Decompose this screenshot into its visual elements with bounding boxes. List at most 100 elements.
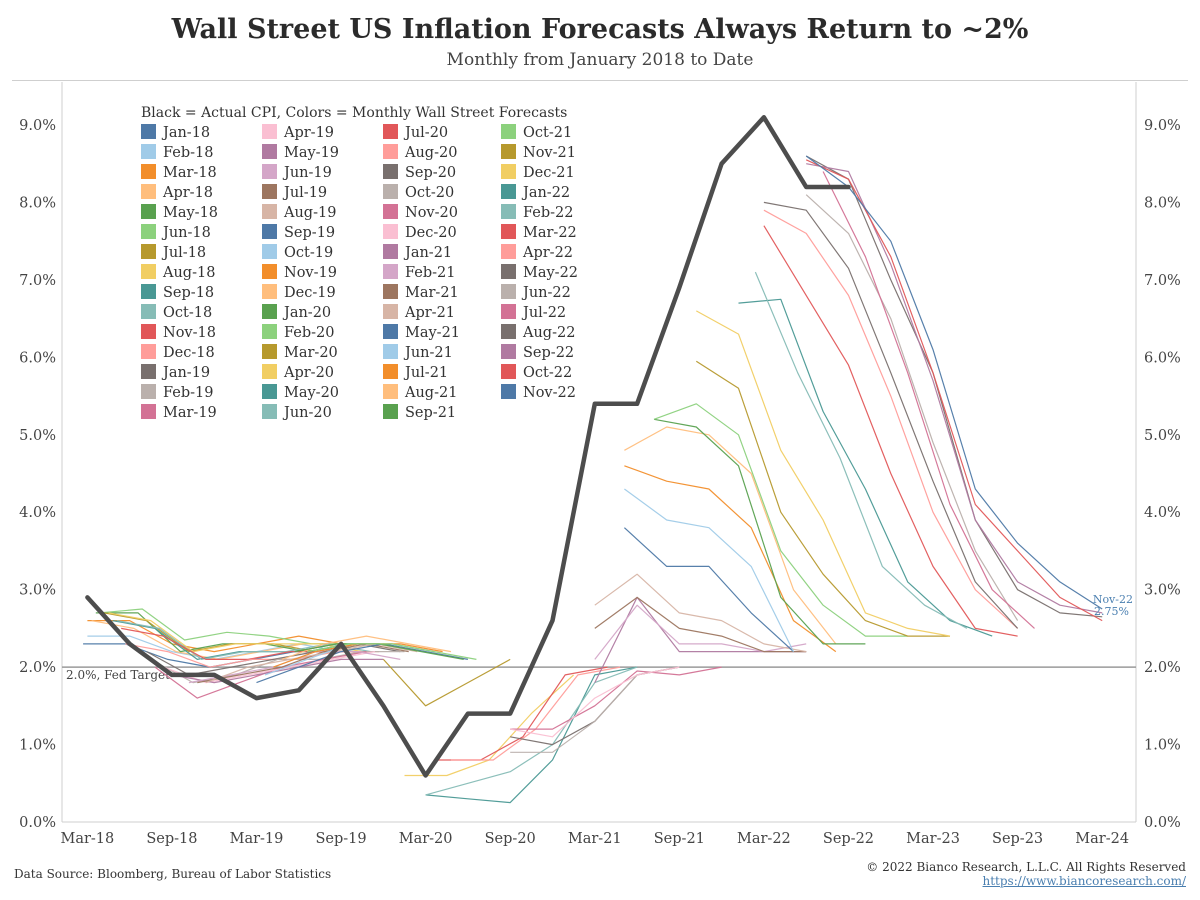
legend-item: Feb-19: [141, 384, 213, 404]
legend-item: Mar-20: [262, 344, 338, 364]
legend-item: Dec-20: [383, 224, 457, 244]
legend-label: Mar-22: [523, 225, 577, 241]
forecast-line-sep-22: [806, 163, 1103, 614]
fed-target-label: 2.0%, Fed Target: [66, 668, 170, 682]
legend-label: Apr-22: [523, 245, 574, 261]
forecast-line-mar-19: [154, 651, 367, 699]
end-annotation-label: Nov-22: [1093, 593, 1133, 606]
legend-item: Jul-19: [262, 184, 327, 204]
legend-label: Oct-21: [523, 125, 573, 141]
y-tick-label-left: 4.0%: [19, 505, 56, 521]
legend-item: Jun-18: [141, 224, 211, 244]
legend-label: Feb-22: [523, 205, 574, 221]
legend-label: Jan-19: [163, 365, 211, 381]
legend-item: Sep-20: [383, 164, 456, 184]
x-tick-label: Mar-20: [399, 831, 453, 847]
x-tick-label: Mar-21: [568, 831, 622, 847]
legend-swatch: [383, 384, 398, 399]
data-source-note: Data Source: Bloomberg, Bureau of Labor …: [14, 867, 332, 881]
forecast-line-may-22: [763, 201, 1019, 629]
legend-label: Jun-19: [284, 165, 332, 181]
legend-label: Jun-18: [163, 225, 211, 241]
legend-swatch: [383, 284, 398, 299]
legend-item: Mar-19: [141, 404, 217, 424]
legend-label: Jun-22: [523, 285, 571, 301]
forecast-line-feb-20: [307, 643, 477, 660]
end-annotation-value: 2.75%: [1094, 605, 1129, 618]
legend-swatch: [141, 404, 156, 419]
legend-swatch: [501, 344, 516, 359]
legend-label: Nov-20: [405, 205, 458, 221]
legend-item: Jul-22: [501, 304, 566, 324]
x-tick-label: Mar-18: [60, 831, 114, 847]
legend-label: Jan-20: [284, 305, 332, 321]
chart-title: Wall Street US Inflation Forecasts Alway…: [171, 14, 1029, 45]
forecast-line-feb-19: [150, 650, 405, 684]
y-tick-label-left: 8.0%: [19, 195, 56, 211]
legend-item: Dec-18: [141, 344, 215, 364]
legend-item: Jan-22: [501, 184, 570, 204]
legend-label: May-22: [523, 265, 579, 281]
y-tick-label-left: 3.0%: [19, 583, 56, 599]
legend-swatch: [262, 164, 277, 179]
legend-label: Jul-21: [405, 365, 449, 381]
y-tick-label-right: 4.0%: [1144, 505, 1181, 521]
y-tick-label-right: 3.0%: [1144, 583, 1181, 599]
legend-item: Sep-18: [141, 284, 214, 304]
legend-swatch: [262, 124, 277, 139]
x-tick-label: Sep-18: [146, 831, 197, 847]
forecast-line-mar-18: [87, 619, 342, 653]
legend-label: Sep-19: [284, 225, 336, 241]
legend-label: Nov-18: [163, 325, 216, 341]
y-tick-label-right: 8.0%: [1144, 195, 1181, 211]
y-tick-label-left: 5.0%: [19, 428, 56, 444]
forecast-line-jan-21: [594, 596, 807, 683]
legend-item: Oct-19: [262, 244, 333, 264]
legend-swatch: [262, 404, 277, 419]
legend-label: Jul-19: [284, 185, 328, 201]
legend-label: Oct-20: [405, 185, 455, 201]
legend-item: Apr-21: [383, 304, 455, 324]
website-link[interactable]: https://www.biancoresearch.com/: [982, 874, 1186, 888]
forecast-line-sep-19: [256, 643, 469, 684]
legend-label: Oct-19: [284, 245, 334, 261]
legend-label: Aug-20: [405, 145, 458, 161]
legend-swatch: [501, 244, 516, 259]
x-tick-label: Mar-22: [737, 831, 791, 847]
legend-item: Apr-19: [262, 124, 334, 144]
legend-swatch: [383, 144, 398, 159]
legend-label: Mar-20: [284, 345, 338, 361]
legend-item: Jun-21: [383, 344, 453, 364]
legend-label: Jun-20: [284, 405, 332, 421]
forecast-line-jan-22: [738, 298, 993, 637]
forecast-line-jun-22: [805, 194, 1019, 621]
legend-label: Sep-20: [405, 165, 457, 181]
legend-label: Mar-18: [163, 165, 217, 181]
copyright-text: © 2022 Bianco Research, L.L.C. All Right…: [866, 860, 1186, 874]
forecast-line-nov-21: [695, 360, 950, 637]
legend-swatch: [262, 344, 277, 359]
legend-item: Apr-18: [141, 184, 213, 204]
legend-swatch: [141, 304, 156, 319]
x-tick-label: Mar-19: [230, 831, 284, 847]
legend-label: Mar-21: [405, 285, 459, 301]
legend-item: Jul-18: [141, 244, 206, 264]
legend-label: Jul-18: [163, 245, 207, 261]
y-tick-label-right: 0.0%: [1144, 815, 1181, 831]
annotation-layer: Nov-222.75%: [1093, 593, 1133, 618]
legend-label: Dec-20: [405, 225, 457, 241]
y-tick-label-left: 0.0%: [19, 815, 56, 831]
legend-swatch: [501, 284, 516, 299]
legend-label: Dec-18: [163, 345, 215, 361]
legend-swatch: [501, 304, 516, 319]
legend-item: Jan-20: [262, 304, 331, 324]
legend-swatch: [501, 224, 516, 239]
forecast-line-feb-22: [754, 271, 968, 629]
legend-item: May-20: [262, 384, 339, 404]
x-tick-label: Sep-19: [315, 831, 366, 847]
legend-label: Feb-18: [163, 145, 214, 161]
title-divider: [12, 80, 1188, 81]
legend-label: Jan-21: [405, 245, 453, 261]
forecast-line-aug-21: [624, 426, 837, 645]
legend-label: Nov-22: [523, 385, 576, 401]
